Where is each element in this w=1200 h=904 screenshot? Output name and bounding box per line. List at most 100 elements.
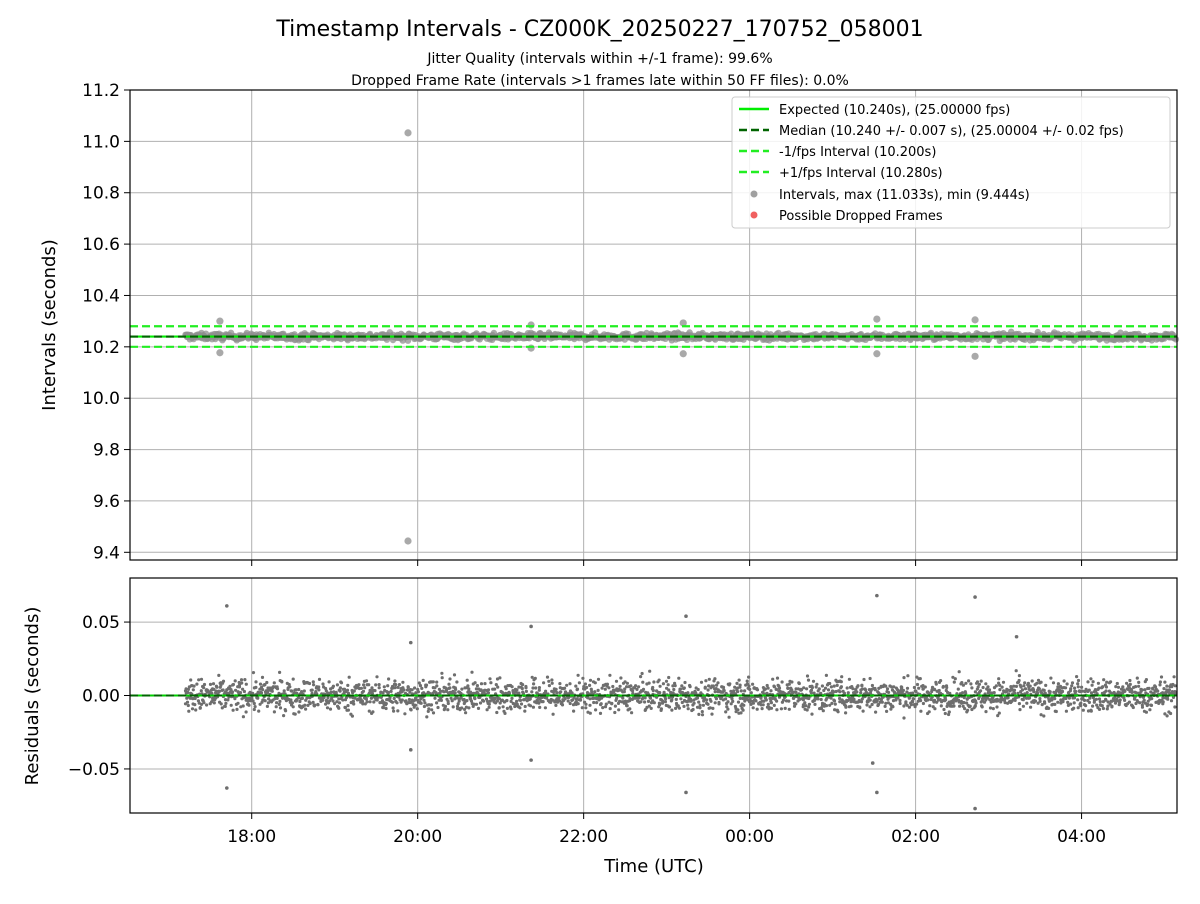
residual-point	[832, 690, 836, 694]
residual-point	[223, 704, 227, 709]
residual-point	[559, 690, 563, 694]
residual-point	[742, 703, 746, 707]
residual-point	[1128, 682, 1132, 687]
residual-point	[787, 699, 791, 703]
residual-point	[325, 706, 330, 710]
residual-point	[996, 714, 1000, 718]
residual-point	[1110, 699, 1114, 703]
residual-point	[1061, 700, 1065, 704]
residual-point	[337, 697, 341, 701]
residual-point	[205, 703, 209, 707]
residual-point	[217, 673, 221, 678]
residual-point	[459, 696, 463, 700]
residual-point	[485, 708, 489, 712]
residual-point	[979, 679, 983, 683]
residual-point	[487, 705, 491, 709]
residual-point	[424, 683, 429, 687]
residual-point	[1097, 697, 1102, 701]
residual-point	[769, 701, 774, 705]
residual-point	[714, 697, 719, 701]
residual-point	[488, 677, 492, 681]
residual-point	[685, 699, 690, 704]
residual-point	[247, 703, 251, 707]
residual-point	[772, 685, 777, 689]
residual-point	[503, 711, 507, 716]
residual-point	[975, 680, 980, 684]
residual-point	[391, 706, 395, 710]
residual-point	[483, 682, 487, 686]
residual-point	[486, 691, 491, 695]
residual-point	[599, 702, 603, 706]
residual-point	[422, 704, 426, 709]
residual-point	[935, 700, 939, 704]
residual-point	[523, 709, 527, 713]
residual-outlier-point	[408, 748, 413, 752]
residual-point	[840, 675, 844, 679]
residual-point	[1171, 695, 1176, 700]
residual-point	[377, 683, 381, 687]
residual-point	[550, 678, 554, 682]
residual-point	[295, 691, 299, 695]
residuals-x-tick-label: 02:00	[891, 827, 940, 847]
residual-point	[566, 699, 570, 703]
residual-point	[868, 705, 872, 709]
residual-point	[829, 685, 834, 689]
residual-point	[821, 709, 825, 713]
residual-point	[329, 690, 333, 694]
residual-point	[833, 702, 837, 706]
residual-point	[370, 691, 374, 695]
residual-point	[390, 700, 395, 704]
residual-point	[739, 689, 743, 693]
residual-point	[1104, 685, 1108, 689]
residual-point	[870, 702, 874, 707]
residual-point	[838, 696, 842, 701]
residual-point	[361, 689, 366, 693]
residual-point	[429, 703, 434, 707]
residual-point	[819, 706, 824, 711]
residual-point	[794, 702, 798, 706]
residual-point	[416, 690, 420, 694]
residual-point	[310, 691, 314, 696]
residual-point	[772, 703, 776, 708]
residual-point	[1036, 678, 1041, 682]
residual-point	[435, 684, 439, 688]
residual-point	[973, 690, 978, 694]
residual-point	[1089, 709, 1093, 713]
residual-point	[713, 677, 717, 681]
residual-point	[686, 703, 690, 707]
residual-point	[1040, 703, 1044, 707]
residual-point	[810, 685, 815, 690]
residual-point	[423, 701, 427, 705]
residual-point	[493, 687, 497, 691]
residual-point	[198, 706, 202, 710]
residual-point	[737, 678, 741, 682]
residual-point	[787, 707, 791, 711]
residual-point	[786, 686, 790, 691]
residual-point	[251, 699, 255, 703]
residual-point	[317, 688, 321, 692]
residual-point	[832, 699, 837, 703]
residual-point	[1096, 681, 1100, 685]
residual-point	[531, 686, 535, 690]
residual-point	[1079, 701, 1083, 705]
residual-outlier-point	[870, 761, 875, 765]
residual-point	[278, 699, 282, 704]
residual-point	[409, 708, 413, 712]
residual-point	[1012, 688, 1017, 692]
residual-point	[517, 685, 521, 689]
residual-point	[911, 691, 915, 695]
interval-outlier-point	[527, 344, 535, 352]
residual-point	[241, 687, 245, 691]
residual-point	[231, 682, 235, 687]
residual-point	[431, 680, 435, 684]
residual-point	[664, 697, 668, 701]
residual-point	[191, 688, 195, 692]
residual-point	[647, 681, 651, 685]
residual-point	[497, 697, 502, 701]
residual-point	[799, 688, 804, 692]
residual-point	[544, 689, 548, 693]
residual-point	[926, 698, 930, 702]
residual-point	[1173, 705, 1177, 709]
residual-point	[402, 688, 406, 692]
residual-point	[217, 689, 221, 694]
